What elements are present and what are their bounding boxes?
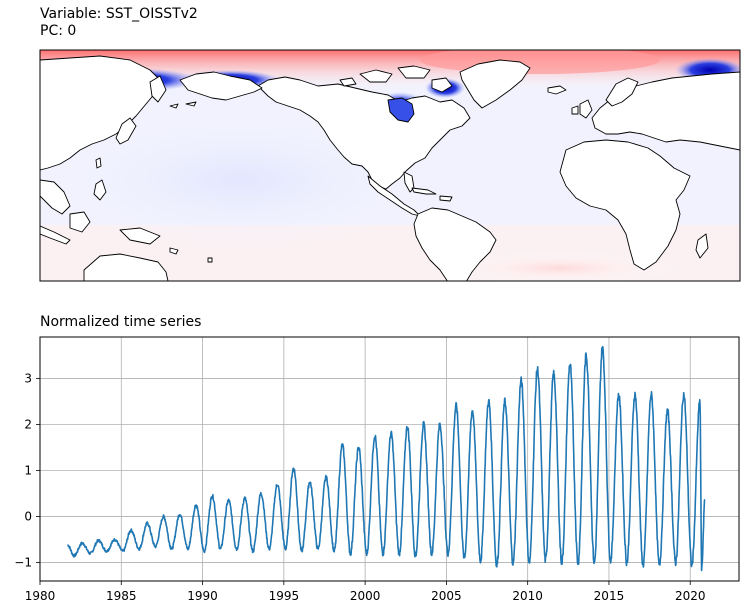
- y-axis: −1 0 1 2 3: [14, 371, 40, 570]
- arctic-island-3: [339, 77, 357, 87]
- florida: [403, 171, 415, 193]
- x-tick-label: 1995: [269, 589, 300, 603]
- map-title-variable: Variable: SST_OISSTv2: [40, 6, 198, 22]
- x-tick-label: 2005: [431, 589, 462, 603]
- australia: [83, 253, 169, 281]
- map-frame: [39, 49, 741, 282]
- north-america: [257, 76, 471, 190]
- map-title: Variable: SST_OISSTv2 PC: 0: [40, 6, 198, 40]
- pacific-island-1: [169, 247, 179, 255]
- plot-frame: [39, 336, 740, 582]
- japan: [115, 117, 137, 145]
- greenland: [459, 59, 531, 109]
- kamchatka: [149, 75, 167, 103]
- y-tick-label: 3: [24, 371, 32, 385]
- baffin-island: [431, 77, 453, 93]
- x-tick-label: 2000: [350, 589, 381, 603]
- sumatra-java: [40, 225, 71, 245]
- x-tick-label: 1990: [187, 589, 218, 603]
- pacific-island-2: [207, 257, 213, 263]
- x-tick-label: 2010: [512, 589, 543, 603]
- great-britain: [579, 99, 593, 119]
- south-america: [413, 207, 497, 281]
- ireland: [571, 105, 579, 115]
- x-tick-label: 1985: [106, 589, 137, 603]
- hudson-bay: [387, 97, 415, 123]
- iceland: [547, 85, 567, 95]
- map-title-pc: PC: 0: [40, 23, 77, 39]
- x-axis: 1980 1985 1990 1995 2000 2005 2010 2015 2020: [25, 581, 706, 603]
- arctic-island-1: [359, 69, 393, 83]
- central-america: [367, 175, 421, 217]
- sst-map: [40, 50, 740, 281]
- cuba: [411, 187, 437, 195]
- indochina: [40, 179, 71, 215]
- taiwan: [95, 157, 102, 169]
- south-pink-field: [440, 252, 680, 281]
- new-guinea: [119, 227, 161, 245]
- philippines: [93, 179, 107, 201]
- y-tick-label: 2: [24, 417, 32, 431]
- plot-area: [40, 337, 739, 581]
- chart-title: Normalized time series: [40, 314, 202, 330]
- coastlines: [40, 55, 740, 281]
- x-tick-label: 1980: [25, 589, 56, 603]
- madagascar: [695, 233, 709, 259]
- alaska: [179, 71, 263, 101]
- arctic-island-2: [397, 65, 431, 79]
- hispaniola: [439, 195, 453, 202]
- aleutian-2: [169, 103, 179, 109]
- y-tick-label: 1: [24, 464, 32, 478]
- time-series-chart: 1980 1985 1990 1995 2000 2005 2010 2015 2020 −1 0…: [14, 336, 740, 603]
- borneo: [69, 211, 91, 233]
- y-tick-label: −1: [14, 556, 32, 570]
- y-tick-label: 0: [24, 510, 32, 524]
- x-tick-label: 2020: [675, 589, 706, 603]
- scandinavia: [605, 77, 639, 107]
- x-tick-label: 2015: [594, 589, 625, 603]
- series-line-pc0: [67, 345, 706, 572]
- aleutian-1: [185, 101, 197, 107]
- africa: [559, 139, 691, 271]
